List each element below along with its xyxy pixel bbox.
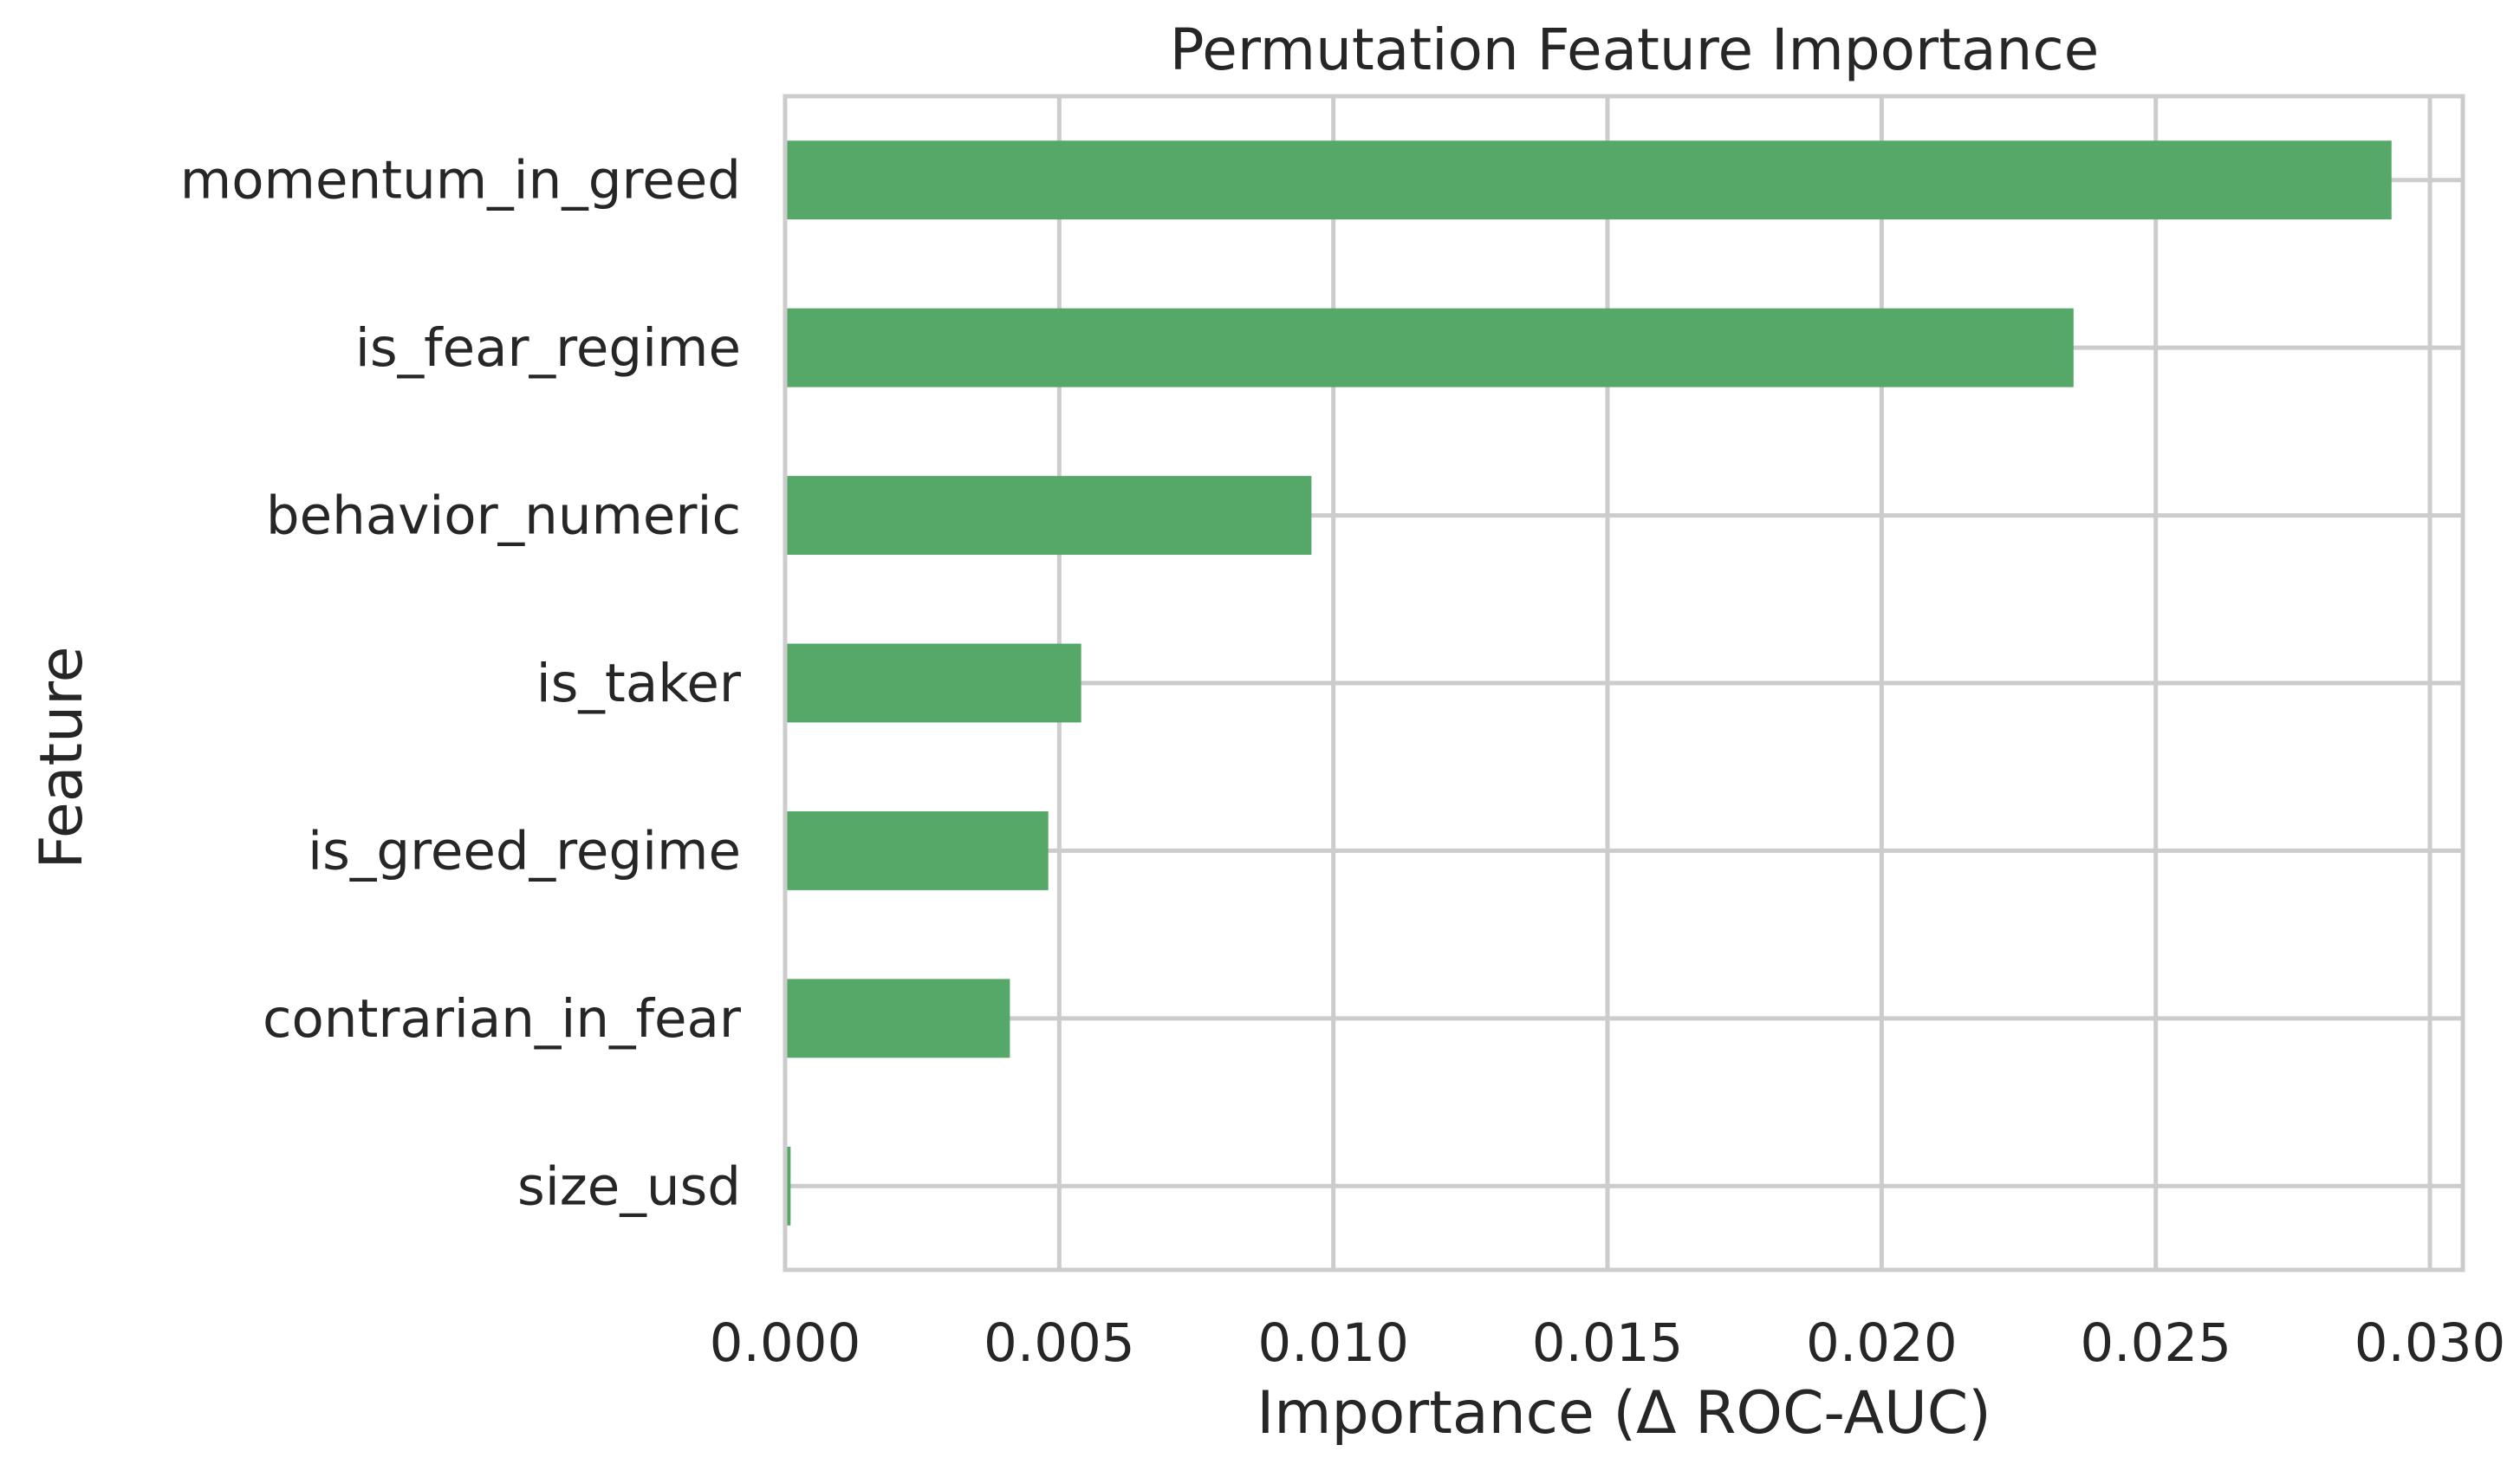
- y-tick-labels: momentum_in_greed is_fear_regime behavior_…: [180, 150, 742, 1218]
- x-tick-label: 0.020: [1806, 1312, 1958, 1374]
- bar-layer: [785, 140, 2392, 1226]
- x-tick-label: 0.015: [1532, 1312, 1684, 1374]
- bar-behavior-numeric: [785, 476, 1312, 556]
- bar-is-taker: [785, 643, 1081, 723]
- bar-contrarian-in-fear: [785, 979, 1010, 1058]
- y-tick-label: is_fear_regime: [355, 317, 741, 379]
- bar-is-fear-regime: [785, 308, 2074, 387]
- x-tick-label: 0.030: [2354, 1312, 2506, 1374]
- y-tick-label: is_greed_regime: [308, 820, 741, 882]
- x-tick-label: 0.010: [1257, 1312, 1409, 1374]
- x-tick-label: 0.000: [710, 1312, 861, 1374]
- bar-is-greed-regime: [785, 810, 1049, 890]
- y-tick-label: size_usd: [517, 1155, 741, 1217]
- y-tick-label: is_taker: [536, 653, 742, 714]
- y-tick-label: momentum_in_greed: [180, 150, 741, 212]
- bar-momentum-in-greed: [785, 140, 2392, 220]
- y-axis-label: Feature: [28, 647, 96, 869]
- x-tick-label: 0.005: [984, 1312, 1135, 1374]
- y-tick-label: behavior_numeric: [266, 485, 741, 547]
- chart-title: Permutation Feature Importance: [1170, 16, 2099, 83]
- x-axis-label: Importance (Δ ROC-AUC): [1257, 1379, 1991, 1448]
- x-tick-label: 0.025: [2080, 1312, 2231, 1374]
- y-tick-label: contrarian_in_fear: [263, 988, 742, 1050]
- bar-size-usd: [785, 1146, 791, 1226]
- plot-frame: [783, 94, 2465, 1272]
- x-tick-labels: 0.000 0.005 0.010 0.015 0.020 0.025 0.030: [710, 1312, 2506, 1374]
